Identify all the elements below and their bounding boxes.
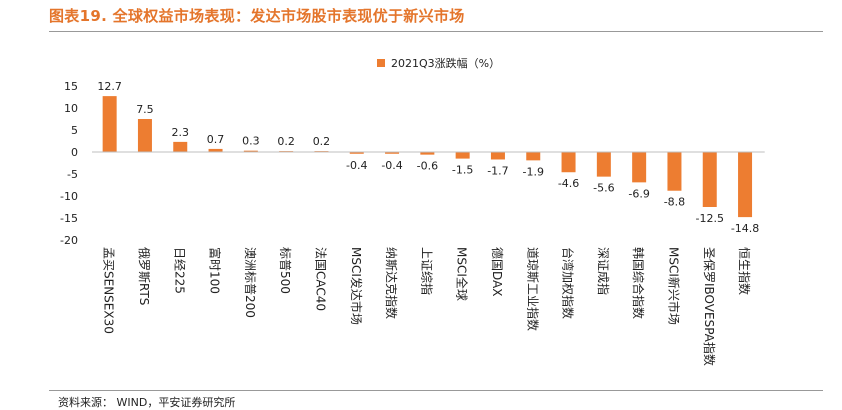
x-tick-label: 德国DAX (490, 247, 505, 296)
bar (208, 148, 223, 152)
bar (102, 96, 117, 152)
bar (596, 152, 611, 177)
x-tick-label: 韩国综合指数 (631, 247, 646, 319)
x-tick-label: MSCI新兴市场 (666, 247, 681, 325)
x-axis-labels: 孟买SENSEX30 俄罗斯RTS 日经225 富时100 澳洲标普200 标普500 法国… (102, 247, 752, 366)
x-tick-label: 台湾加权指数 (561, 247, 576, 319)
x-tick-label: 上证综指 (419, 247, 434, 295)
y-tick-label: -5 (67, 168, 78, 181)
x-tick-label: 纳斯达克指数 (384, 247, 399, 319)
value-label: 7.5 (136, 103, 154, 116)
value-label: -0.4 (346, 159, 367, 172)
bottom-divider (49, 390, 823, 391)
y-tick-label: -10 (60, 190, 78, 203)
x-tick-label: 俄罗斯RTS (137, 247, 151, 305)
bar-chart: 2021Q3涨跌幅（%） 15 10 5 0 -5 -10 -15 -20 12.7 7.5 2.… (60, 56, 765, 366)
legend-swatch (377, 59, 385, 67)
top-divider (49, 31, 823, 32)
y-tick-label: 15 (64, 80, 78, 93)
value-label: 0.3 (242, 135, 260, 148)
value-label: -6.9 (628, 187, 649, 200)
value-label: 0.2 (313, 135, 331, 148)
value-label: -1.9 (523, 165, 544, 178)
x-tick-label: 澳洲标普200 (243, 247, 257, 318)
bar (137, 119, 152, 152)
chart-title: 图表19. 全球权益市场表现：发达市场股市表现优于新兴市场 (49, 7, 465, 25)
value-label: 0.2 (277, 135, 295, 148)
bar (349, 152, 364, 154)
bar (385, 152, 400, 154)
value-label: -14.8 (731, 222, 759, 235)
value-label: -0.6 (417, 160, 438, 173)
y-tick-label: 0 (71, 146, 78, 159)
bar (526, 152, 541, 161)
x-tick-label: 深证成指 (596, 247, 611, 295)
value-label: -1.5 (452, 164, 473, 177)
value-label: -4.6 (558, 177, 579, 190)
bar (490, 152, 505, 160)
value-label: 0.7 (207, 133, 225, 146)
bar (420, 152, 435, 155)
bar (738, 152, 753, 218)
value-label: -1.7 (487, 164, 508, 177)
y-tick-label: 5 (71, 124, 78, 137)
x-tick-label: 圣保罗IBOVESPA指数 (702, 247, 717, 366)
legend: 2021Q3涨跌幅（%） (377, 56, 500, 70)
value-label: -8.8 (664, 196, 685, 209)
y-tick-label: -20 (60, 234, 78, 247)
bar (632, 152, 647, 183)
legend-label: 2021Q3涨跌幅（%） (391, 56, 500, 70)
x-tick-label: 富时100 (208, 247, 223, 294)
x-tick-label: 孟买SENSEX30 (102, 247, 116, 334)
bar (702, 152, 717, 207)
value-label: -12.5 (696, 212, 724, 225)
bar (455, 152, 470, 159)
value-label: 12.7 (97, 80, 122, 93)
x-tick-label: MSCI发达市场 (349, 247, 364, 325)
value-labels: 12.7 7.5 2.3 0.7 0.3 0.2 0.2 -0.4 -0.4 -0.6 -1.5 -1… (97, 80, 759, 235)
value-label: -5.6 (593, 182, 614, 195)
x-tick-label: 标普500 (278, 247, 292, 294)
bar (243, 150, 258, 152)
y-axis: 15 10 5 0 -5 -10 -15 -20 (60, 80, 78, 247)
value-label: 2.3 (172, 126, 190, 139)
bar (173, 141, 188, 152)
bars (102, 96, 753, 218)
x-tick-label: 日经225 (172, 247, 186, 294)
x-tick-label: 恒生指数 (737, 247, 752, 295)
y-tick-label: -15 (60, 212, 78, 225)
bar (561, 152, 576, 173)
x-tick-label: 法国CAC40 (313, 247, 327, 311)
x-tick-label: 道琼斯工业指数 (525, 247, 540, 331)
bar (667, 152, 682, 191)
value-label: -0.4 (381, 159, 402, 172)
source-note: 资料来源： WIND，平安证券研究所 (58, 396, 236, 409)
x-tick-label: MSCI全球 (455, 247, 470, 301)
y-tick-label: 10 (64, 102, 78, 115)
